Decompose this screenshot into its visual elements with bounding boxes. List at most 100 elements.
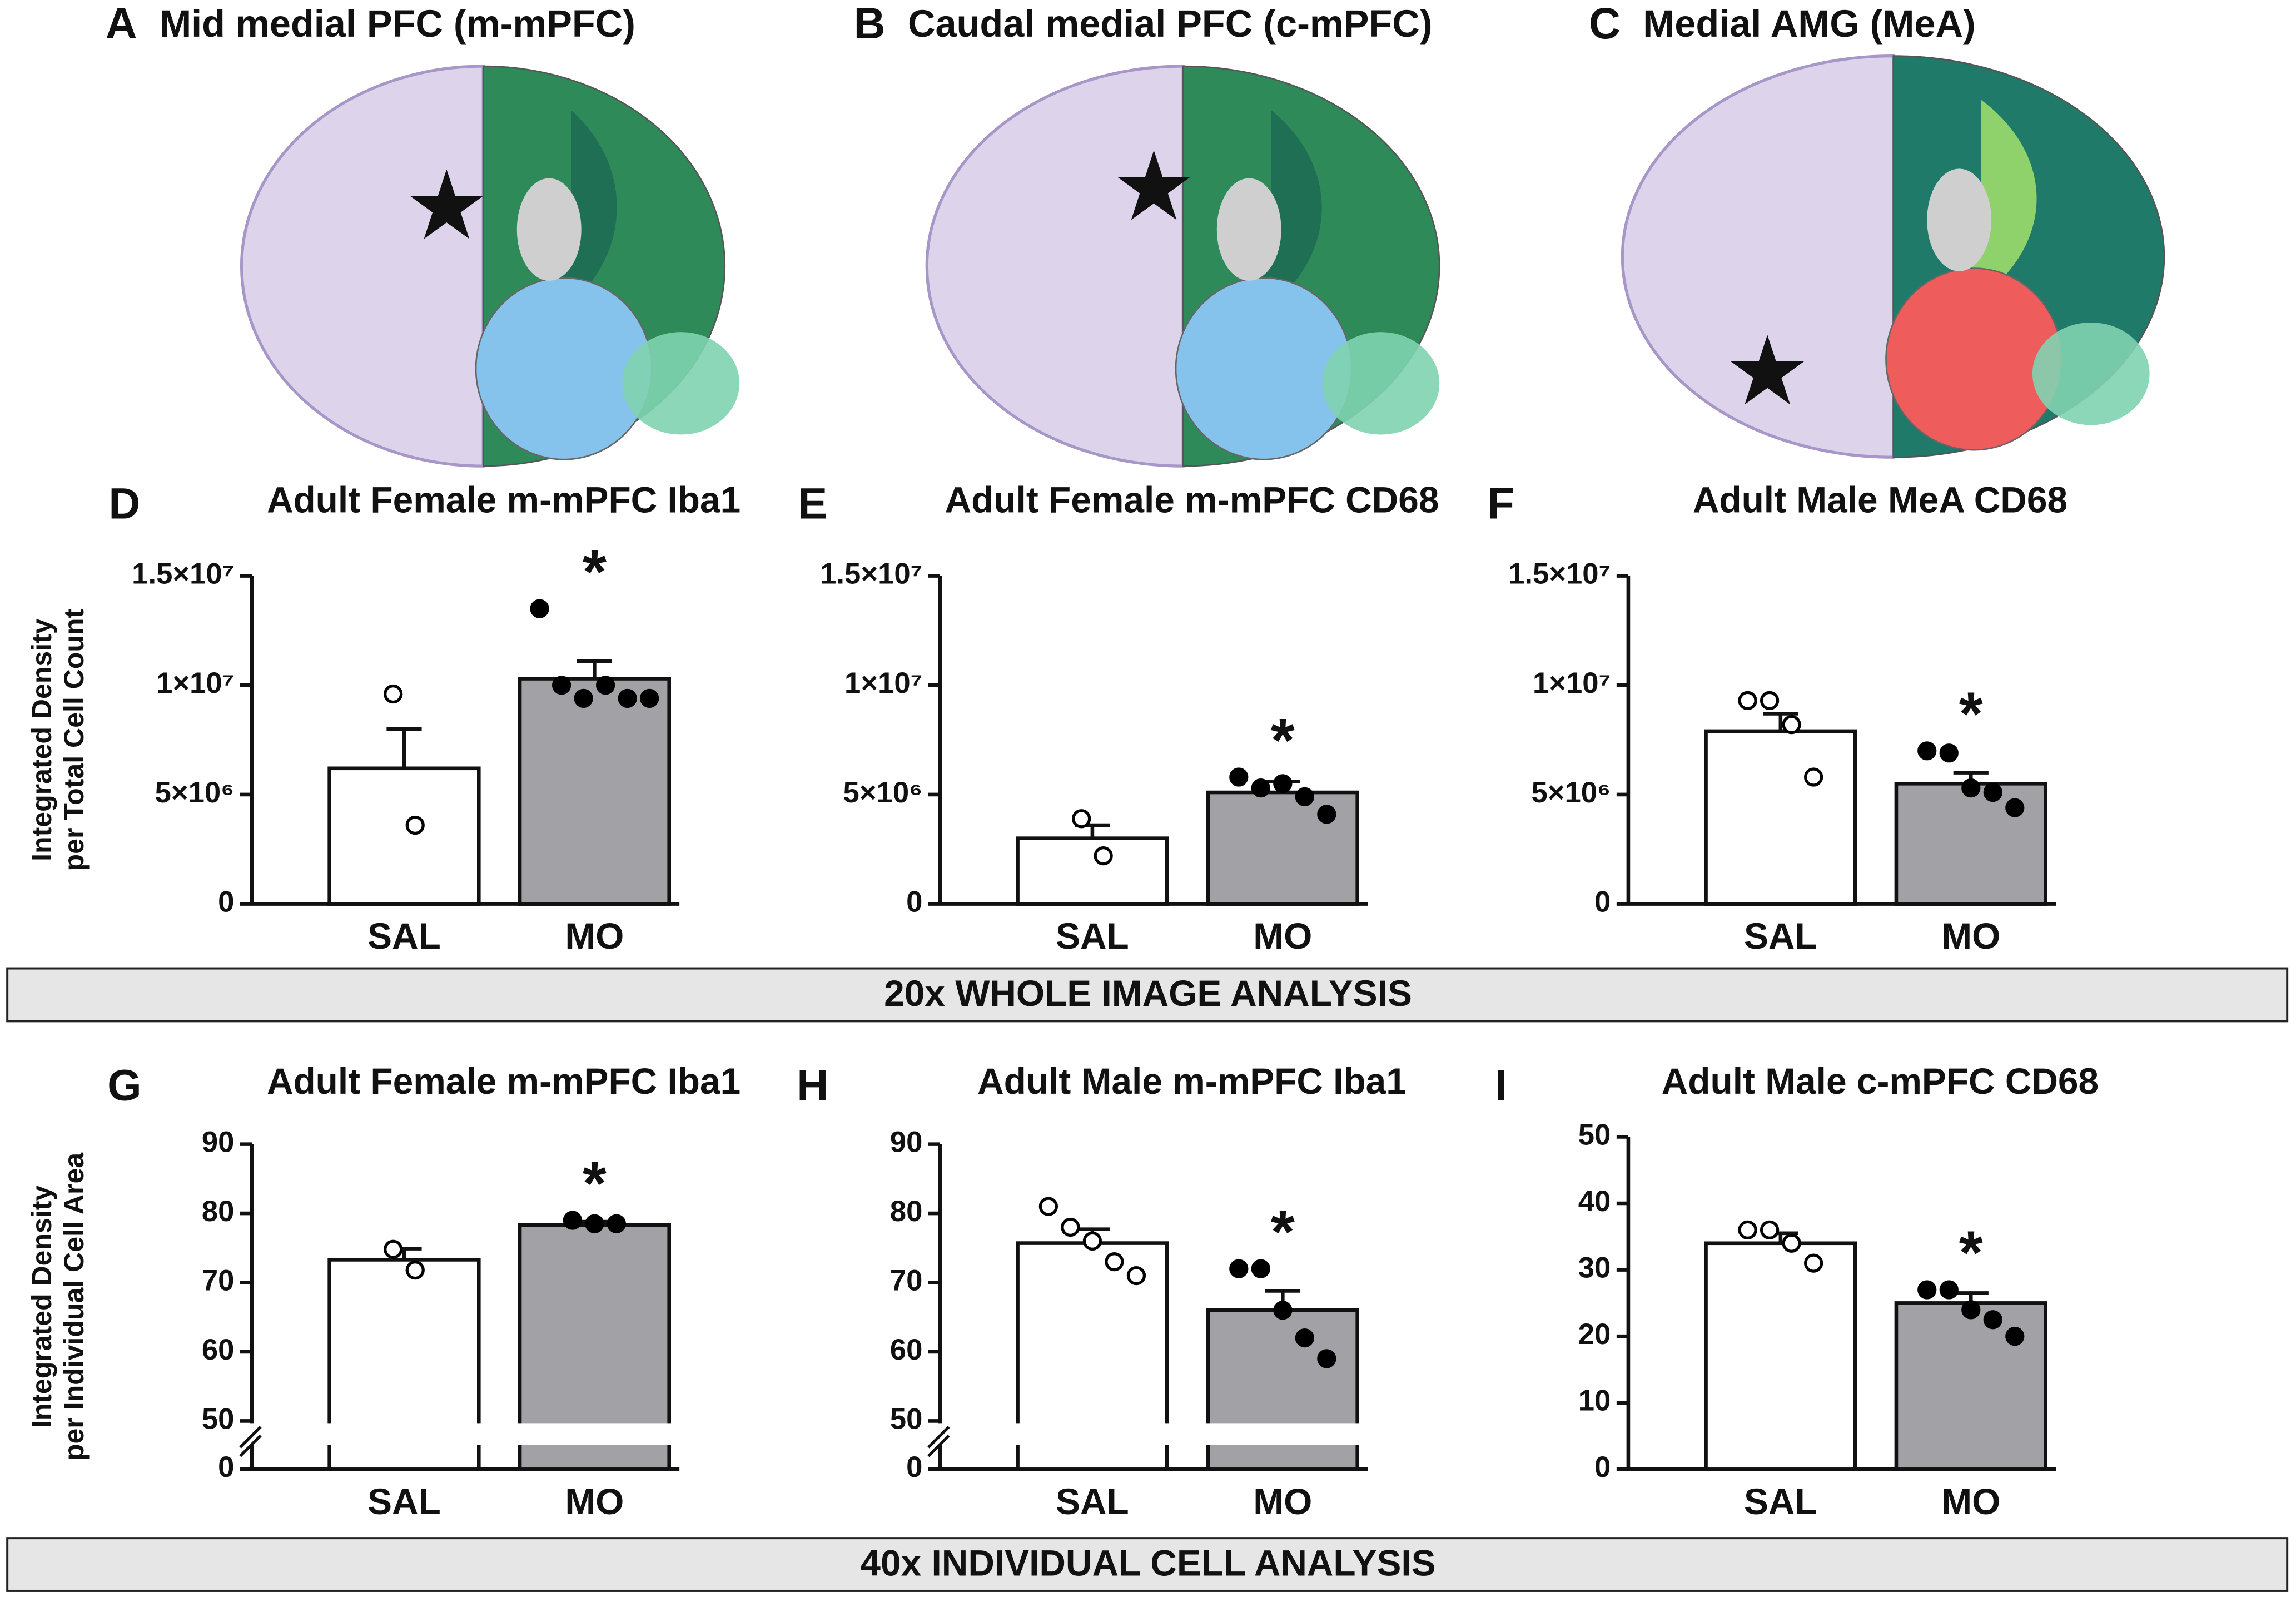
- y-tick-label: 50: [1578, 1118, 1611, 1151]
- y-tick-label: 90: [202, 1126, 235, 1159]
- brain-atlas-region: [516, 178, 582, 281]
- panel-letter: C: [1589, 0, 1621, 48]
- data-point: [2005, 798, 2025, 817]
- axis-break-mark: [239, 1434, 262, 1457]
- data-point: [1082, 1231, 1102, 1251]
- data-point: [384, 684, 403, 704]
- chart-title: Adult Female m-mPFC Iba1: [267, 479, 741, 520]
- panel-letter: E: [798, 479, 827, 528]
- panel-letter: A: [106, 0, 137, 48]
- panel-letter: B: [854, 0, 886, 48]
- y-tick-label: 0: [218, 1451, 234, 1484]
- data-point: [1105, 1252, 1124, 1272]
- y-tick-label: 0: [906, 1451, 922, 1484]
- data-point: [1804, 767, 1823, 787]
- brain-nissl: [1621, 54, 1895, 459]
- y-tick-label: 1×10⁷: [844, 667, 922, 700]
- brain-atlas-region: [1322, 332, 1440, 435]
- bar: [1206, 1308, 1359, 1471]
- data-point: [1917, 1280, 1937, 1300]
- y-tick-label: 70: [890, 1264, 923, 1297]
- x-tick-label: MO: [565, 915, 624, 956]
- y-tick-label: 1×10⁷: [1533, 667, 1611, 700]
- y-tick-label: 0: [906, 886, 922, 919]
- bar: [1894, 1301, 2047, 1471]
- x-tick-label: MO: [1253, 915, 1312, 956]
- section-band-label: 20x WHOLE IMAGE ANALYSIS: [884, 973, 1412, 1014]
- panel-letter: H: [797, 1060, 828, 1109]
- panel-letter: I: [1495, 1060, 1507, 1109]
- y-axis-label: per Total Cell Count: [58, 609, 90, 871]
- x-tick-label: SAL: [367, 915, 441, 956]
- brain-atlas-region: [2032, 322, 2150, 425]
- y-tick-label: 0: [1594, 886, 1611, 919]
- x-tick-label: MO: [1941, 915, 2000, 956]
- y-tick-label: 1.5×10⁷: [1508, 558, 1611, 591]
- data-point: [1273, 1301, 1293, 1320]
- panel-title: Caudal medial PFC (c-mPFC): [908, 2, 1433, 45]
- panel-letter: D: [108, 479, 140, 528]
- chart-title: Adult Male MeA CD68: [1693, 479, 2068, 520]
- data-point: [1229, 767, 1249, 787]
- bar: [327, 766, 481, 906]
- data-point: [1738, 1220, 1757, 1239]
- data-point: [1983, 1310, 2002, 1330]
- chart-title: Adult Female m-mPFC Iba1: [267, 1060, 741, 1102]
- data-point: [607, 1214, 627, 1233]
- data-point: [1038, 1197, 1058, 1216]
- y-tick-label: 70: [202, 1264, 235, 1297]
- data-point: [1317, 805, 1336, 824]
- bar: [1704, 729, 1857, 906]
- axis-break-mark: [927, 1434, 950, 1457]
- data-point: [1061, 1217, 1080, 1237]
- y-tick-label: 0: [218, 886, 234, 919]
- y-tick-label: 1.5×10⁷: [820, 558, 922, 591]
- data-point: [1939, 743, 1959, 763]
- x-tick-label: MO: [1253, 1481, 1312, 1522]
- significance-marker: *: [583, 1149, 607, 1218]
- data-point: [1273, 774, 1293, 793]
- y-tick-label: 5×10⁶: [1531, 776, 1611, 809]
- y-axis-label: per Individual Cell Area: [58, 1152, 90, 1461]
- data-point: [1738, 691, 1757, 710]
- data-point: [596, 676, 615, 695]
- bar: [1206, 790, 1359, 906]
- y-tick-label: 80: [890, 1195, 923, 1228]
- axis-break-gap: [237, 1423, 677, 1445]
- brain-nissl: [240, 65, 485, 468]
- y-tick-label: 60: [890, 1333, 923, 1366]
- data-point: [1917, 741, 1937, 761]
- bar: [1016, 836, 1169, 906]
- y-tick-label: 90: [890, 1126, 923, 1159]
- x-tick-label: SAL: [1744, 915, 1817, 956]
- data-point: [1760, 1220, 1780, 1239]
- data-point: [1072, 809, 1091, 829]
- chart-title: Adult Female m-mPFC CD68: [945, 479, 1439, 520]
- significance-marker: *: [583, 538, 607, 606]
- y-tick-label: 60: [202, 1333, 235, 1366]
- y-tick-label: 20: [1578, 1318, 1611, 1351]
- star-marker: ★: [409, 159, 485, 254]
- x-tick-label: SAL: [1056, 1481, 1129, 1522]
- significance-marker: *: [1271, 1198, 1295, 1266]
- data-point: [1804, 1253, 1823, 1273]
- x-tick-label: MO: [565, 1481, 624, 1522]
- data-point: [1782, 1233, 1801, 1253]
- data-point: [551, 676, 571, 695]
- chart-title: Adult Male m-mPFC Iba1: [977, 1060, 1407, 1102]
- panel-letter: G: [107, 1060, 141, 1109]
- data-point: [1251, 1259, 1270, 1278]
- y-tick-label: 50: [202, 1402, 235, 1435]
- brain-nissl: [925, 65, 1185, 468]
- data-point: [1961, 1300, 1981, 1320]
- data-point: [1229, 1259, 1249, 1278]
- axis-break-mark: [239, 1426, 262, 1449]
- data-point: [1295, 1328, 1314, 1348]
- data-point: [585, 1214, 604, 1233]
- axis-break-mark: [927, 1426, 950, 1449]
- star-marker: ★: [1730, 324, 1806, 419]
- x-tick-label: MO: [1941, 1481, 2000, 1522]
- data-point: [574, 688, 593, 708]
